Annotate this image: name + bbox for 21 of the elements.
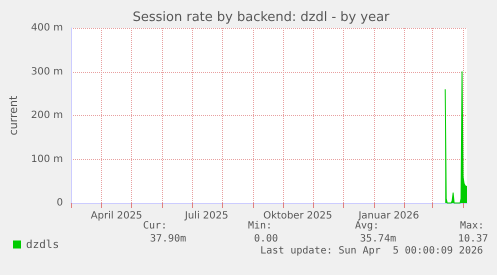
text: 37.90m — [150, 234, 186, 244]
y-tick-label: 400 m — [30, 22, 63, 34]
y-tick-label: 0 — [56, 198, 63, 208]
text: Avg: — [354, 220, 380, 232]
y-tick-label: 200 m — [30, 110, 63, 121]
x-tick-label: Januar 2026 — [357, 210, 420, 222]
text: 0.00 — [254, 234, 278, 244]
chart-title: Session rate by backend: dzdl - by year — [132, 10, 390, 25]
x-tick-label: Oktober 2025 — [263, 210, 332, 222]
text: Cur: — [142, 220, 168, 232]
text: Max: — [460, 220, 484, 232]
x-tick-label: Juli 2025 — [184, 210, 228, 222]
text: 10.37 — [458, 234, 488, 244]
y-tick-label: 300 m — [30, 66, 63, 78]
legend-label: dzdls — [26, 238, 60, 251]
text: Min: — [248, 220, 272, 232]
text: Last update: Sun Apr 5 00:00:09 2026 — [260, 246, 484, 256]
x-tick-label: April 2025 — [90, 210, 142, 222]
y-tick-label: 100 m — [30, 154, 63, 165]
y-axis-title: current — [7, 94, 20, 136]
text: 35.74m — [360, 234, 396, 244]
